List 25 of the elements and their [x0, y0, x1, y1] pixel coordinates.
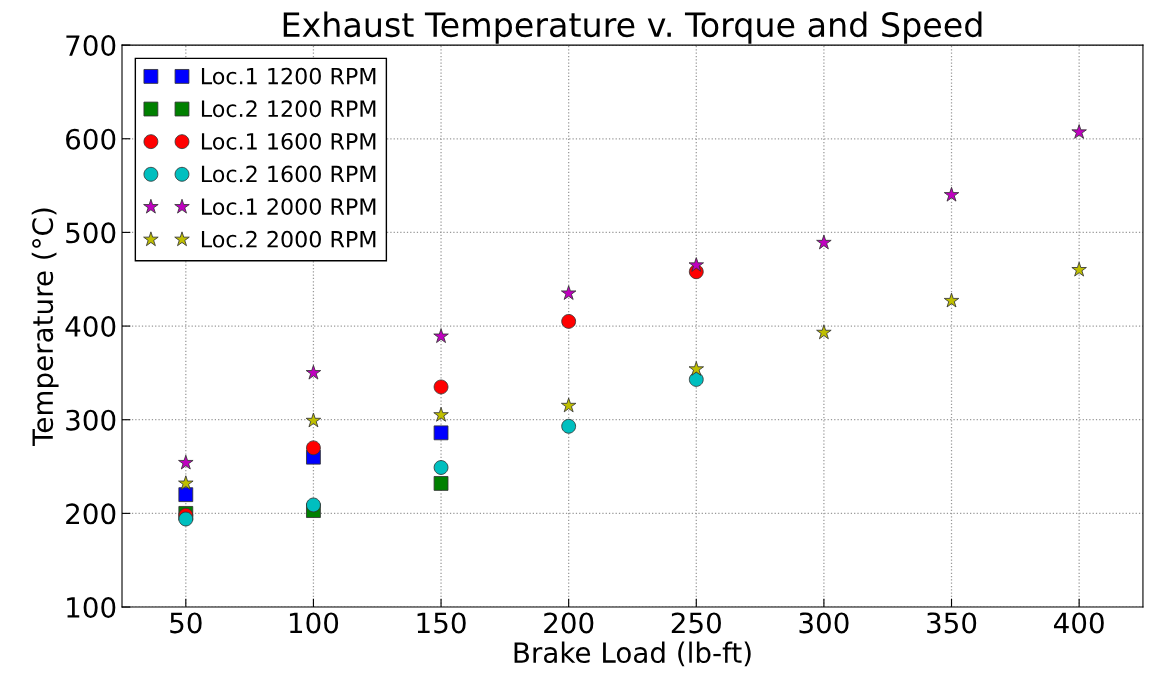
x-tick-label: 400 [1053, 612, 1104, 634]
y-axis-title: Temperature (°C) [31, 208, 59, 447]
x-tick-label: 100 [289, 612, 339, 634]
x-tick-label: 50 [170, 612, 202, 634]
y-tick-label: 100 [67, 596, 116, 618]
x-tick-label: 200 [544, 612, 594, 634]
y-tick-label: 500 [66, 222, 116, 244]
legend-label: Loc.1 1200 RPM [201, 67, 376, 85]
x-tick-label: 250 [671, 612, 721, 634]
x-tick-label: 350 [927, 612, 977, 634]
y-tick-label: 200 [66, 503, 116, 525]
x-tick-label: 300 [799, 612, 849, 634]
legend-label: Loc.2 2000 RPM [201, 230, 376, 248]
legend-label: Loc.2 1600 RPM [201, 165, 376, 183]
legend-label: Loc.1 2000 RPM [201, 198, 376, 215]
y-tick-label: 300 [66, 409, 116, 431]
point [433, 425, 449, 441]
chart-title: Exhaust Temperature v. Torque and Speed [283, 11, 982, 44]
y-tick-label: 600 [66, 128, 116, 150]
x-axis-title: Brake Load (lb-ft) [514, 641, 751, 667]
x-tick-label: 150 [417, 612, 466, 634]
legend-label: Loc.1 1600 RPM [201, 132, 376, 150]
y-tick-label: 400 [65, 316, 116, 338]
y-tick-label: 700 [66, 35, 116, 57]
legend-label: Loc.2 1200 RPM [201, 100, 376, 118]
